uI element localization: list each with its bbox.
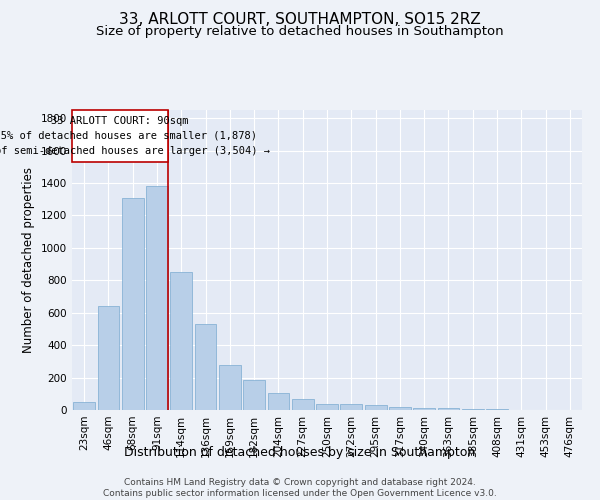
Bar <box>170 272 192 410</box>
Bar <box>97 306 119 410</box>
Text: 33 ARLOTT COURT: 90sqm
← 35% of detached houses are smaller (1,878)
64% of semi-: 33 ARLOTT COURT: 90sqm ← 35% of detached… <box>0 116 270 156</box>
Bar <box>413 408 435 410</box>
FancyBboxPatch shape <box>72 110 168 162</box>
Bar <box>437 408 460 410</box>
Bar <box>73 402 95 410</box>
Bar <box>462 408 484 410</box>
Bar <box>340 404 362 410</box>
Bar <box>219 366 241 410</box>
Bar <box>194 324 217 410</box>
Bar <box>365 405 386 410</box>
Text: 33, ARLOTT COURT, SOUTHAMPTON, SO15 2RZ: 33, ARLOTT COURT, SOUTHAMPTON, SO15 2RZ <box>119 12 481 28</box>
Bar <box>146 186 168 410</box>
Y-axis label: Number of detached properties: Number of detached properties <box>22 167 35 353</box>
Text: Size of property relative to detached houses in Southampton: Size of property relative to detached ho… <box>96 25 504 38</box>
Bar <box>292 400 314 410</box>
Bar <box>243 380 265 410</box>
Text: Distribution of detached houses by size in Southampton: Distribution of detached houses by size … <box>124 446 476 459</box>
Bar <box>389 407 411 410</box>
Bar <box>122 198 143 410</box>
Bar <box>486 409 508 410</box>
Bar <box>268 393 289 410</box>
Text: Contains HM Land Registry data © Crown copyright and database right 2024.
Contai: Contains HM Land Registry data © Crown c… <box>103 478 497 498</box>
Bar <box>316 404 338 410</box>
